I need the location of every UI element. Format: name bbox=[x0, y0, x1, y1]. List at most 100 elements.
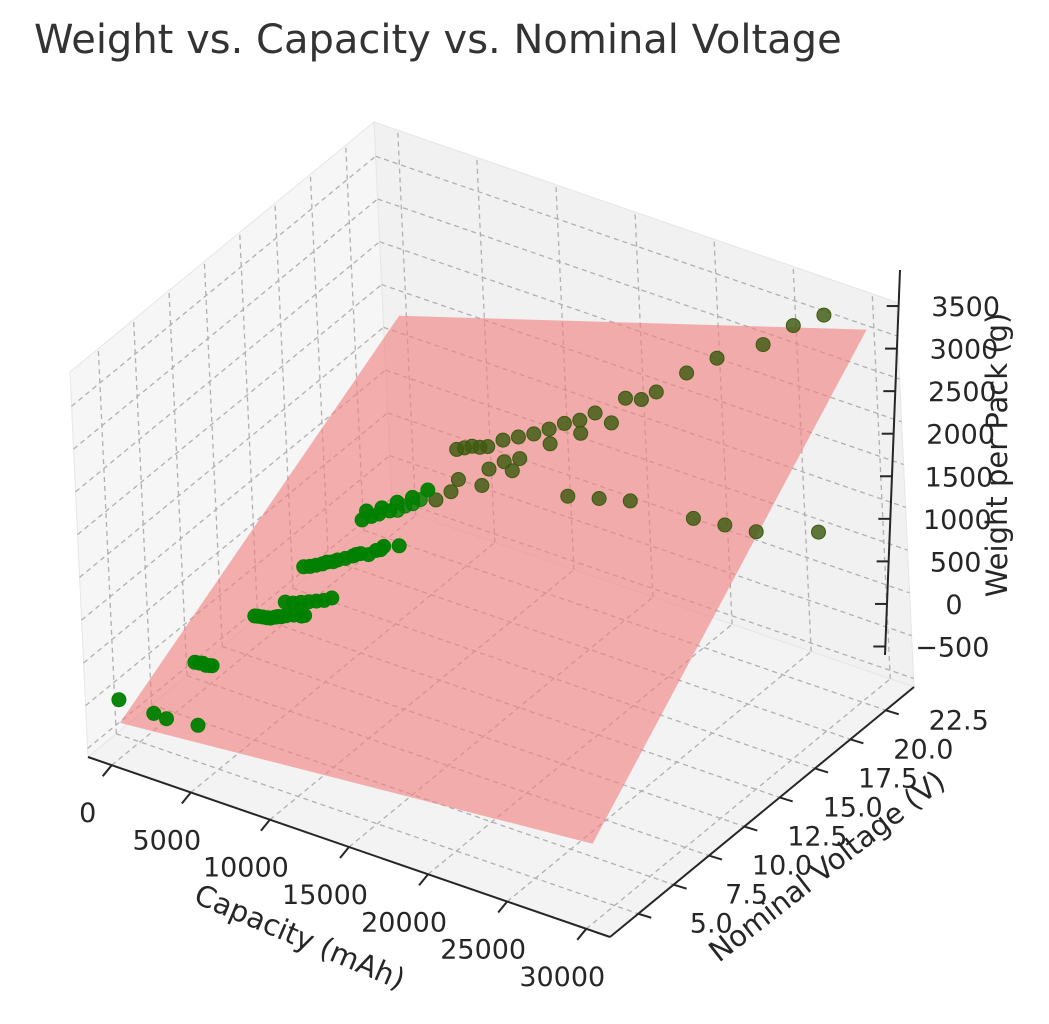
x-tick-label: 25000 bbox=[440, 935, 526, 966]
data-point bbox=[591, 491, 607, 506]
data-point bbox=[359, 503, 374, 519]
data-points bbox=[111, 307, 832, 733]
data-point bbox=[510, 429, 526, 445]
y-tick bbox=[708, 854, 723, 861]
z-tick-label: 3000 bbox=[930, 335, 999, 366]
data-point bbox=[474, 478, 490, 493]
data-point bbox=[648, 384, 664, 400]
data-point bbox=[526, 426, 542, 442]
data-point bbox=[391, 538, 407, 554]
data-point bbox=[111, 692, 127, 708]
y-tick bbox=[814, 767, 829, 774]
y-tick bbox=[637, 912, 652, 919]
x-tick-label: 30000 bbox=[519, 962, 605, 993]
data-point bbox=[587, 405, 603, 421]
y-tick bbox=[885, 709, 900, 716]
z-grid-side bbox=[77, 284, 383, 536]
y-grid-side bbox=[97, 348, 117, 734]
data-point bbox=[603, 415, 619, 431]
y-tick-label: 7.5 bbox=[725, 880, 768, 911]
y-tick-label: 15.0 bbox=[823, 792, 883, 823]
x-tick bbox=[339, 846, 350, 859]
z-tick-label: 3500 bbox=[931, 292, 1000, 323]
data-point bbox=[450, 472, 466, 487]
data-point bbox=[811, 524, 826, 540]
z-tick-label: 2500 bbox=[928, 377, 997, 408]
data-point bbox=[449, 441, 465, 457]
z-tick-label: 0 bbox=[945, 590, 962, 621]
data-point bbox=[541, 421, 557, 437]
data-point bbox=[785, 318, 801, 334]
data-point bbox=[428, 492, 444, 508]
data-point bbox=[717, 517, 733, 533]
z-axis-line bbox=[884, 269, 901, 656]
x-tick bbox=[101, 764, 113, 777]
x-tick bbox=[418, 873, 429, 886]
y-tick-label: 17.5 bbox=[858, 763, 918, 794]
z-grid-back bbox=[375, 155, 898, 337]
z-tick-label: −500 bbox=[915, 632, 989, 663]
x-tick bbox=[260, 819, 271, 832]
x-grid-floor bbox=[585, 678, 891, 930]
x-tick bbox=[497, 900, 508, 914]
z-axis-label: Weight per Pack (g) bbox=[980, 313, 1014, 598]
data-point bbox=[685, 510, 701, 526]
data-point bbox=[374, 500, 390, 516]
z-grid-side bbox=[73, 198, 379, 450]
x-tick-label: 15000 bbox=[282, 880, 368, 911]
y-tick bbox=[779, 796, 793, 803]
data-point bbox=[618, 390, 633, 406]
x-tick-label: 20000 bbox=[361, 907, 447, 938]
data-point bbox=[277, 594, 293, 610]
axes: 0500010000150002000025000300005.07.510.0… bbox=[79, 269, 1000, 993]
data-point bbox=[572, 412, 588, 428]
x-tick bbox=[181, 791, 192, 805]
data-point bbox=[190, 717, 206, 733]
data-point bbox=[187, 654, 203, 670]
y-tick-label: 12.5 bbox=[787, 822, 847, 853]
data-point bbox=[420, 482, 436, 498]
y-tick-label: 10.0 bbox=[752, 851, 812, 882]
z-grid-side bbox=[75, 241, 381, 493]
x-tick-label: 5000 bbox=[132, 825, 201, 856]
y-tick bbox=[744, 825, 758, 832]
data-point bbox=[247, 608, 263, 624]
data-point bbox=[146, 705, 162, 721]
x-tick-label: 0 bbox=[79, 798, 96, 829]
data-point bbox=[443, 484, 459, 500]
x-grid-floor bbox=[506, 651, 812, 903]
x-tick-label: 10000 bbox=[203, 853, 289, 884]
data-point bbox=[556, 415, 572, 431]
data-point bbox=[542, 436, 558, 452]
regression-plane bbox=[120, 315, 867, 844]
data-point bbox=[481, 461, 497, 477]
y-tick bbox=[673, 883, 687, 890]
data-point bbox=[495, 432, 511, 448]
data-point bbox=[389, 494, 405, 510]
y-grid-side bbox=[168, 290, 188, 676]
z-tick-label: 1500 bbox=[925, 462, 994, 493]
data-point bbox=[816, 307, 832, 323]
y-grid-floor bbox=[116, 733, 639, 915]
y-tick-label: 22.5 bbox=[929, 705, 989, 736]
data-point bbox=[679, 365, 695, 381]
x-tick bbox=[576, 928, 588, 941]
data-point bbox=[755, 337, 771, 353]
y-axis-line bbox=[609, 686, 915, 938]
z-grid-back bbox=[381, 283, 904, 466]
data-point bbox=[405, 489, 420, 505]
chart-title: Weight vs. Capacity vs. Nominal Voltage bbox=[34, 17, 842, 63]
y-tick bbox=[850, 738, 864, 745]
data-point bbox=[622, 493, 638, 509]
data-point bbox=[560, 488, 576, 504]
y-tick-label: 5.0 bbox=[690, 909, 733, 940]
data-point bbox=[633, 392, 649, 407]
z-grid-side bbox=[71, 155, 377, 407]
y-grid-side bbox=[132, 319, 153, 705]
z-grid-side bbox=[79, 326, 385, 578]
data-point bbox=[573, 425, 589, 441]
data-point bbox=[709, 350, 725, 366]
z-tick-label: 1000 bbox=[923, 505, 992, 536]
data-point bbox=[748, 524, 764, 540]
